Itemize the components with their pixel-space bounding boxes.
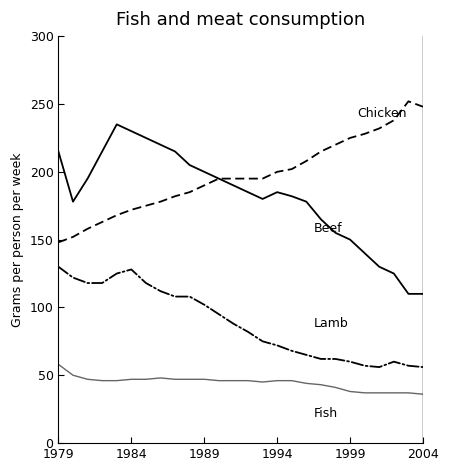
Text: Beef: Beef [314, 222, 342, 235]
Text: Chicken: Chicken [357, 107, 407, 120]
Text: Fish: Fish [314, 407, 338, 420]
Text: Lamb: Lamb [314, 317, 348, 330]
Title: Fish and meat consumption: Fish and meat consumption [116, 11, 365, 29]
Y-axis label: Grams per person per week: Grams per person per week [11, 152, 24, 327]
